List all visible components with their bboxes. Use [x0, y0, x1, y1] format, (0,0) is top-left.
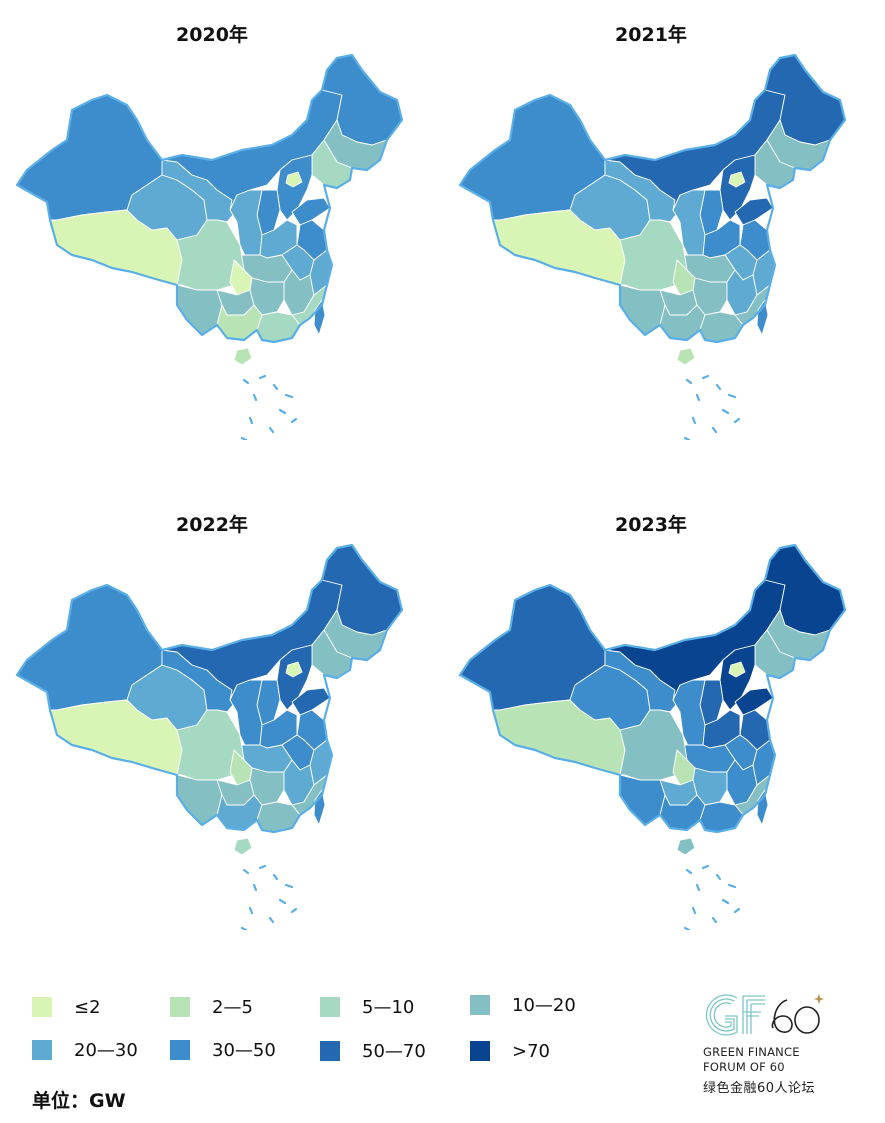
country-outline [15, 543, 404, 834]
region-taiwan [756, 789, 769, 826]
map-title-2021: 2021年 [615, 24, 687, 46]
legend-label: ≤2 [74, 996, 101, 1018]
map-title-2020: 2020年 [176, 24, 248, 46]
legend-item: ≤2 [32, 996, 101, 1018]
south-sea-island [272, 873, 279, 881]
south-sea-island [701, 864, 710, 870]
south-sea-island [268, 916, 275, 924]
south-sea-island [715, 383, 722, 391]
gf60-logo: GREEN FINANCE FORUM OF 60 绿色金融60人论坛 [703, 990, 833, 1096]
south-sea-island [721, 408, 730, 415]
legend-swatch [470, 1041, 490, 1061]
south-sea-island [268, 426, 275, 434]
region-hainan [233, 347, 253, 366]
region-hainan [233, 837, 253, 856]
region-taiwan [756, 299, 769, 336]
legend-item: >70 [470, 1040, 550, 1062]
south-sea-island [248, 416, 254, 425]
south-sea-island [252, 393, 258, 402]
region-yunnan [619, 284, 666, 336]
legend-item: 20—30 [32, 1039, 138, 1061]
legend-label: >70 [512, 1040, 550, 1062]
south-sea-island [258, 374, 267, 380]
legend-swatch [170, 997, 190, 1017]
legend-label: 50—70 [362, 1040, 426, 1062]
country-outline [458, 543, 847, 834]
south-sea-island [691, 416, 697, 425]
south-sea-island [701, 374, 710, 380]
map-title-2023: 2023年 [615, 514, 687, 536]
logo-line-2: FORUM OF 60 [703, 1060, 785, 1074]
south-sea-island [695, 883, 701, 892]
south-sea-island [711, 916, 718, 924]
region-taiwan [313, 789, 326, 826]
region-beijing [285, 171, 303, 188]
south-sea-island [248, 906, 254, 915]
south-sea-island [240, 926, 248, 930]
south-sea-island [242, 868, 250, 875]
south-sea-island [721, 898, 730, 905]
south-sea-island [284, 883, 294, 889]
region-yunnan [176, 284, 223, 336]
country-outline [458, 53, 847, 344]
logo-chinese-name: 绿色金融60人论坛 [703, 1081, 816, 1096]
china-map-2020 [15, 53, 404, 440]
legend-item: 30—50 [170, 1039, 276, 1061]
south-sea-island [278, 898, 287, 905]
region-hainan [676, 347, 696, 366]
legend-swatch [32, 1040, 52, 1060]
legend-label: 5—10 [362, 996, 415, 1018]
map-title-2022: 2022年 [176, 514, 248, 536]
south-sea-island [733, 417, 741, 424]
china-map-2023 [458, 543, 847, 930]
region-yunnan [619, 774, 666, 826]
south-sea-island [715, 873, 722, 881]
south-sea-island [252, 883, 258, 892]
region-hainan [676, 837, 696, 856]
country-outline [15, 53, 404, 344]
legend-label: 2—5 [212, 996, 253, 1018]
south-sea-island [290, 907, 298, 914]
south-sea-island [683, 926, 691, 930]
south-sea-island [727, 393, 737, 399]
legend-swatch [320, 997, 340, 1017]
legend-swatch [170, 1040, 190, 1060]
legend-item: 5—10 [320, 996, 414, 1018]
legend-item: 2—5 [170, 996, 253, 1018]
china-map-2021 [458, 53, 847, 440]
south-sea-island [278, 408, 287, 415]
south-sea-island [240, 436, 248, 440]
china-map-2022 [15, 543, 404, 930]
south-sea-island [258, 864, 267, 870]
south-sea-island [685, 868, 693, 875]
legend-label: 30—50 [212, 1039, 276, 1061]
south-sea-island [272, 383, 279, 391]
region-beijing [728, 171, 746, 188]
south-sea-island [284, 393, 294, 399]
legend-label: 10—20 [512, 994, 576, 1016]
south-sea-island [290, 417, 298, 424]
gf60-logo-mark [705, 994, 825, 1036]
legend-swatch [470, 995, 490, 1015]
south-sea-island [727, 883, 737, 889]
legend-swatch [320, 1041, 340, 1061]
logo-line-1: GREEN FINANCE [703, 1045, 800, 1059]
region-beijing [285, 661, 303, 678]
unit-label: 单位：GW [32, 1090, 126, 1112]
south-sea-island [695, 393, 701, 402]
south-sea-island [691, 906, 697, 915]
south-sea-island [711, 426, 718, 434]
south-sea-island [733, 907, 741, 914]
legend-swatch [32, 997, 52, 1017]
legend-label: 20—30 [74, 1039, 138, 1061]
south-sea-island [683, 436, 691, 440]
region-yunnan [176, 774, 223, 826]
region-beijing [728, 661, 746, 678]
south-sea-island [685, 378, 693, 385]
south-sea-island [242, 378, 250, 385]
legend-item: 10—20 [470, 994, 576, 1016]
legend-item: 50—70 [320, 1040, 426, 1062]
region-taiwan [313, 299, 326, 336]
